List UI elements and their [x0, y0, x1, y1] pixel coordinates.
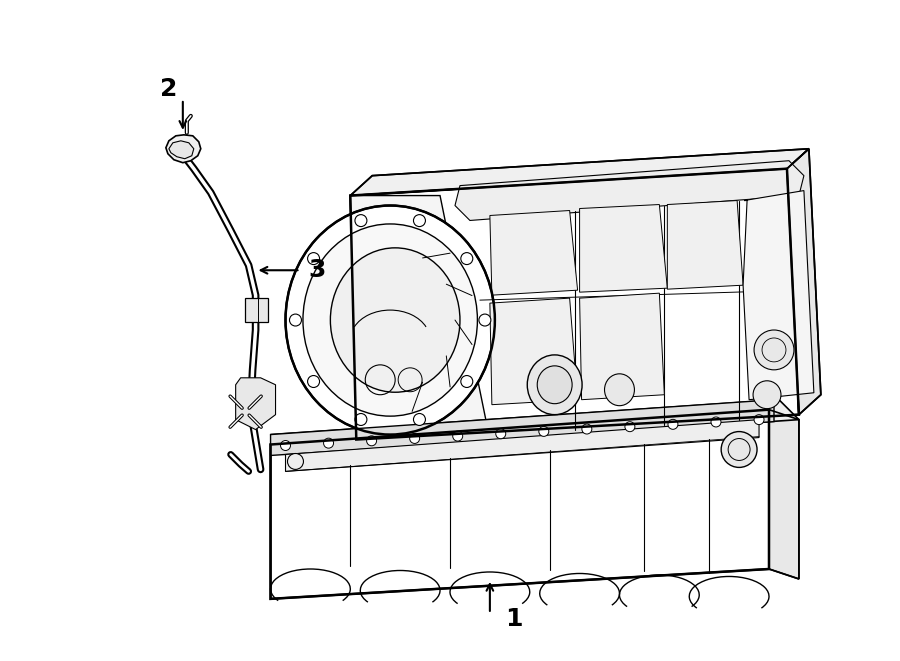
Polygon shape: [490, 210, 578, 295]
Circle shape: [668, 419, 678, 429]
Ellipse shape: [605, 374, 634, 406]
Polygon shape: [169, 141, 194, 159]
Circle shape: [721, 432, 757, 467]
Circle shape: [753, 381, 781, 408]
Polygon shape: [285, 420, 759, 471]
Circle shape: [355, 414, 367, 426]
Polygon shape: [236, 378, 275, 430]
Circle shape: [308, 375, 320, 387]
Circle shape: [625, 422, 634, 432]
Circle shape: [496, 429, 506, 439]
Polygon shape: [350, 196, 490, 440]
Circle shape: [479, 314, 490, 326]
Ellipse shape: [285, 206, 495, 434]
Text: 3: 3: [309, 258, 326, 282]
Circle shape: [582, 424, 592, 434]
Polygon shape: [350, 169, 799, 440]
Polygon shape: [245, 298, 267, 322]
Circle shape: [754, 330, 794, 370]
Circle shape: [461, 253, 472, 264]
Circle shape: [754, 414, 764, 424]
Circle shape: [413, 414, 426, 426]
Ellipse shape: [537, 366, 572, 404]
Polygon shape: [166, 135, 201, 163]
Polygon shape: [580, 293, 664, 400]
Circle shape: [308, 253, 320, 264]
Circle shape: [287, 453, 303, 469]
Circle shape: [355, 215, 367, 227]
Polygon shape: [271, 410, 769, 599]
Polygon shape: [743, 190, 814, 400]
Circle shape: [413, 215, 426, 227]
Text: 2: 2: [160, 77, 177, 101]
Ellipse shape: [303, 224, 477, 416]
Polygon shape: [580, 204, 667, 292]
Polygon shape: [490, 298, 578, 405]
Polygon shape: [350, 149, 809, 196]
Polygon shape: [271, 400, 774, 455]
Circle shape: [410, 434, 419, 444]
Polygon shape: [769, 410, 799, 579]
Circle shape: [366, 436, 376, 446]
Circle shape: [324, 438, 334, 448]
Ellipse shape: [527, 355, 582, 414]
Circle shape: [461, 375, 472, 387]
Polygon shape: [455, 161, 804, 221]
Polygon shape: [787, 149, 821, 414]
Circle shape: [281, 440, 291, 451]
Circle shape: [453, 431, 463, 441]
Circle shape: [290, 314, 302, 326]
Text: 1: 1: [505, 607, 522, 631]
Polygon shape: [667, 200, 743, 289]
Circle shape: [711, 417, 721, 427]
Ellipse shape: [330, 248, 460, 392]
Circle shape: [539, 426, 549, 436]
Polygon shape: [271, 400, 799, 455]
